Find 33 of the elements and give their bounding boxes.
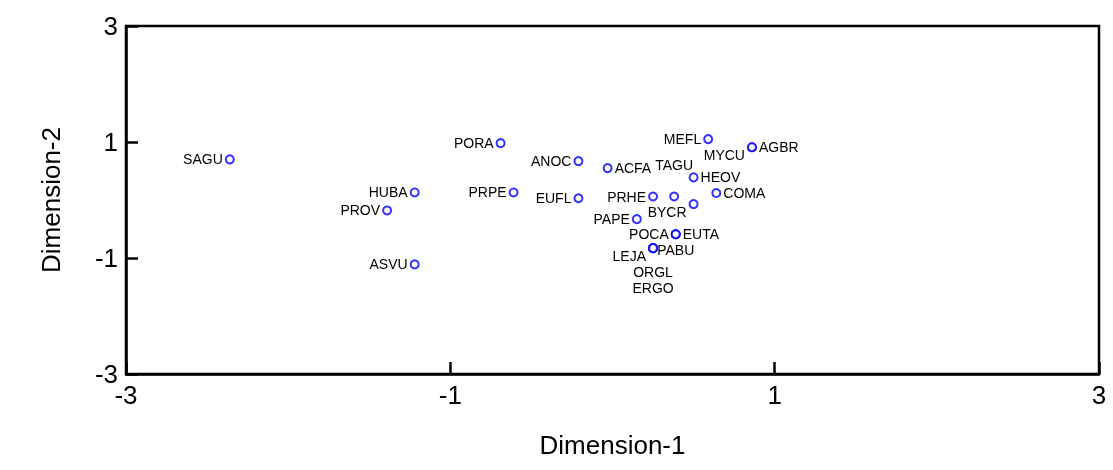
- annotation: ACFA: [614, 160, 652, 177]
- annotation: BYCR: [647, 204, 687, 221]
- annotation: ERGO: [632, 280, 674, 297]
- annotation: HUBA: [368, 184, 409, 201]
- y-axis-title: Dimension-2: [36, 127, 66, 273]
- annotation: MYCU: [703, 147, 745, 164]
- annotation: SAGU: [183, 151, 223, 168]
- annotation: ASVU: [369, 256, 408, 273]
- annotation: HEOV: [700, 169, 741, 186]
- annotation: ORGL: [633, 264, 674, 281]
- annotation: PRHE: [607, 188, 647, 205]
- annotation: PORA: [453, 135, 495, 152]
- y-tick-label: -1: [94, 243, 118, 273]
- annotation: AGBR: [758, 139, 799, 156]
- annotation: MEFL: [663, 131, 702, 148]
- annotation: COMA: [723, 185, 766, 202]
- annotation: PABU: [657, 242, 695, 259]
- y-tick-label: 1: [103, 127, 118, 157]
- x-axis-title: Dimension-1: [539, 430, 686, 460]
- annotation: EUFL: [535, 190, 572, 207]
- x-tick-label: 3: [1091, 380, 1107, 410]
- annotation: POCA: [629, 226, 670, 243]
- x-tick-label: 1: [767, 380, 782, 410]
- annotation: TAGU: [655, 156, 694, 173]
- annotation: PROV: [340, 202, 381, 219]
- x-tick-label: -1: [438, 380, 462, 410]
- y-tick-label: -3: [94, 359, 118, 389]
- annotation: EUTA: [682, 226, 720, 243]
- annotation: PAPE: [593, 211, 630, 228]
- annotation: PRPE: [468, 184, 507, 201]
- y-tick-label: 3: [103, 11, 118, 41]
- annotation: LEJA: [612, 248, 647, 265]
- annotation: ANOC: [531, 153, 572, 170]
